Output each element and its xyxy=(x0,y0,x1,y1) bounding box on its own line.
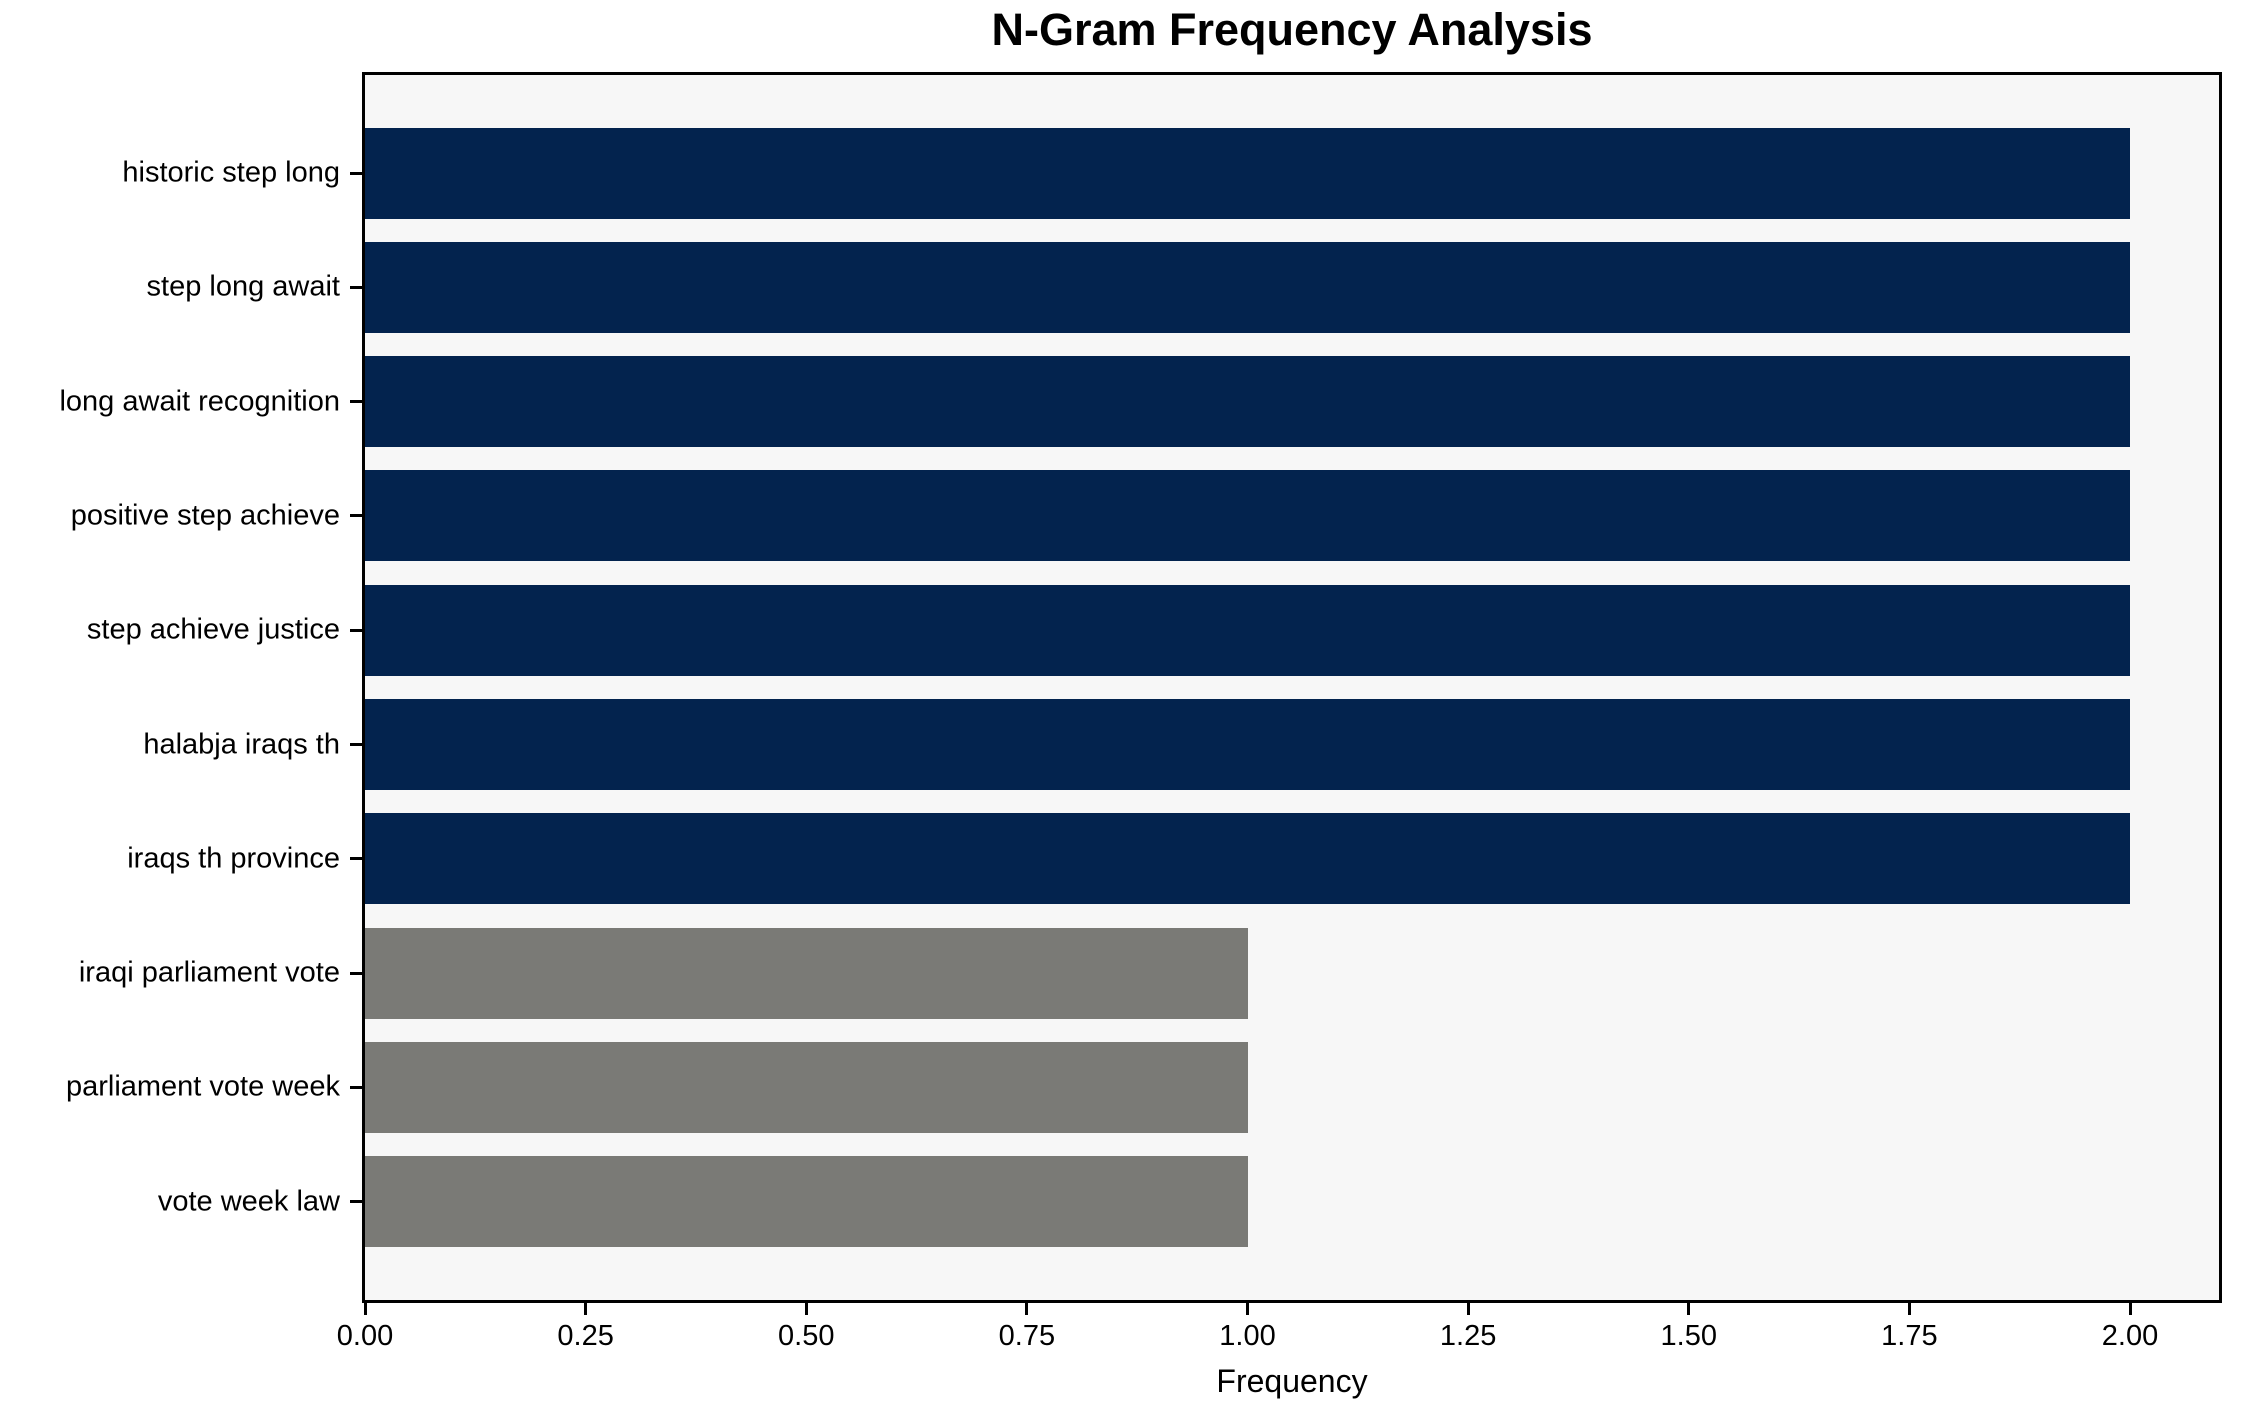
x-tick-mark xyxy=(584,1303,588,1315)
y-axis-label: step achieve justice xyxy=(86,613,340,646)
bar xyxy=(365,584,2130,676)
y-tick-mark xyxy=(350,1085,362,1089)
bar xyxy=(365,699,2130,790)
y-axis-label: vote week law xyxy=(157,1185,340,1218)
y-axis-label: positive step achieve xyxy=(70,499,340,532)
y-tick-mark xyxy=(350,400,362,404)
x-tick-mark xyxy=(804,1303,808,1315)
y-tick-mark xyxy=(350,285,362,289)
y-axis-labels: historic step long step long await long aw… xyxy=(0,0,340,1414)
y-tick-mark xyxy=(350,971,362,975)
x-tick-label: 1.75 xyxy=(1881,1320,1938,1352)
y-tick-mark xyxy=(350,743,362,746)
x-tick-label: 1.25 xyxy=(1439,1320,1497,1352)
bar xyxy=(365,356,2130,448)
x-tick-label: 1.00 xyxy=(1219,1320,1276,1352)
y-axis-label: historic step long xyxy=(122,156,340,189)
y-tick-mark xyxy=(350,628,362,632)
x-tick-mark xyxy=(2128,1303,2132,1315)
bar xyxy=(365,1156,1248,1248)
x-tick-label: 0.50 xyxy=(778,1320,835,1352)
y-axis-label: iraqi parliament vote xyxy=(78,956,340,989)
y-axis-label: halabja iraqs th xyxy=(143,728,340,760)
x-tick-label: 0.25 xyxy=(557,1320,614,1352)
x-tick-mark xyxy=(1907,1303,1911,1315)
x-tick-label: 0.75 xyxy=(998,1320,1056,1352)
y-tick-mark xyxy=(350,171,362,175)
x-tick-mark xyxy=(1466,1303,1470,1315)
x-tick-label: 1.50 xyxy=(1660,1320,1717,1352)
y-axis-label: iraqs th province xyxy=(127,842,340,875)
x-tick-mark xyxy=(1025,1303,1029,1315)
x-tick-label: 0.00 xyxy=(336,1320,394,1352)
x-tick-mark xyxy=(1246,1303,1249,1315)
y-tick-mark xyxy=(350,514,362,518)
x-axis-label: Frequency xyxy=(1216,1363,1368,1399)
bar xyxy=(365,470,2130,562)
chart-title: N-Gram Frequency Analysis xyxy=(991,4,1593,55)
y-axis-label: long await recognition xyxy=(59,385,340,418)
x-tick-mark xyxy=(1687,1303,1691,1315)
bar xyxy=(365,927,1248,1019)
y-axis-label: parliament vote week xyxy=(65,1070,340,1103)
bar xyxy=(365,241,2130,333)
bar xyxy=(365,1041,1248,1133)
bar xyxy=(365,127,2130,219)
plot-area xyxy=(362,72,2222,1303)
y-tick-mark xyxy=(350,857,362,861)
y-axis-label: step long await xyxy=(146,270,340,303)
bar xyxy=(365,813,2130,905)
x-tick-mark xyxy=(363,1303,367,1315)
x-tick-label: 2.00 xyxy=(2101,1320,2159,1352)
y-tick-mark xyxy=(350,1200,362,1204)
